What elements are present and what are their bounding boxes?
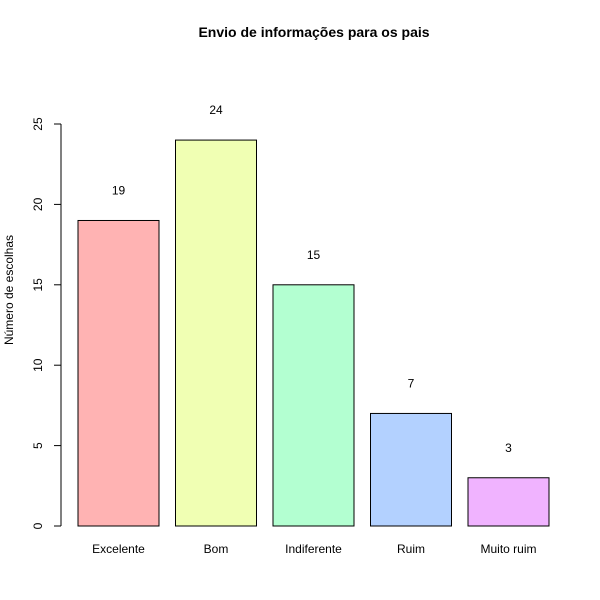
y-axis-label: Número de escolhas — [2, 235, 16, 345]
y-tick-label: 10 — [31, 358, 45, 372]
bar-excelente — [77, 219, 160, 527]
bar-bom — [175, 139, 257, 527]
value-label: 19 — [112, 183, 126, 197]
bar-muito-ruim — [467, 477, 550, 527]
category-label: Indiferente — [285, 542, 342, 556]
category-label: Muito ruim — [480, 542, 536, 556]
y-axis: 0 5 10 15 20 25 — [31, 117, 62, 529]
value-label: 24 — [209, 103, 223, 117]
value-label: 3 — [505, 441, 512, 455]
value-label: 7 — [408, 376, 415, 390]
bar-indiferente — [272, 284, 355, 527]
y-tick-label: 15 — [31, 278, 45, 292]
chart-title: Envio de informações para os pais — [198, 24, 429, 40]
bar-ruim — [370, 412, 452, 527]
y-tick-label: 5 — [31, 442, 45, 449]
category-label: Bom — [204, 542, 229, 556]
value-labels-group: 19 24 15 7 3 — [112, 103, 512, 455]
y-tick-label: 0 — [31, 522, 45, 529]
category-labels-group: Excelente Bom Indiferente Ruim Muito ruim — [92, 542, 536, 556]
y-tick-label: 25 — [31, 117, 45, 131]
category-label: Ruim — [397, 542, 425, 556]
y-tick-label: 20 — [31, 197, 45, 211]
bars-group — [77, 139, 550, 527]
category-label: Excelente — [92, 542, 145, 556]
value-label: 15 — [307, 248, 321, 262]
